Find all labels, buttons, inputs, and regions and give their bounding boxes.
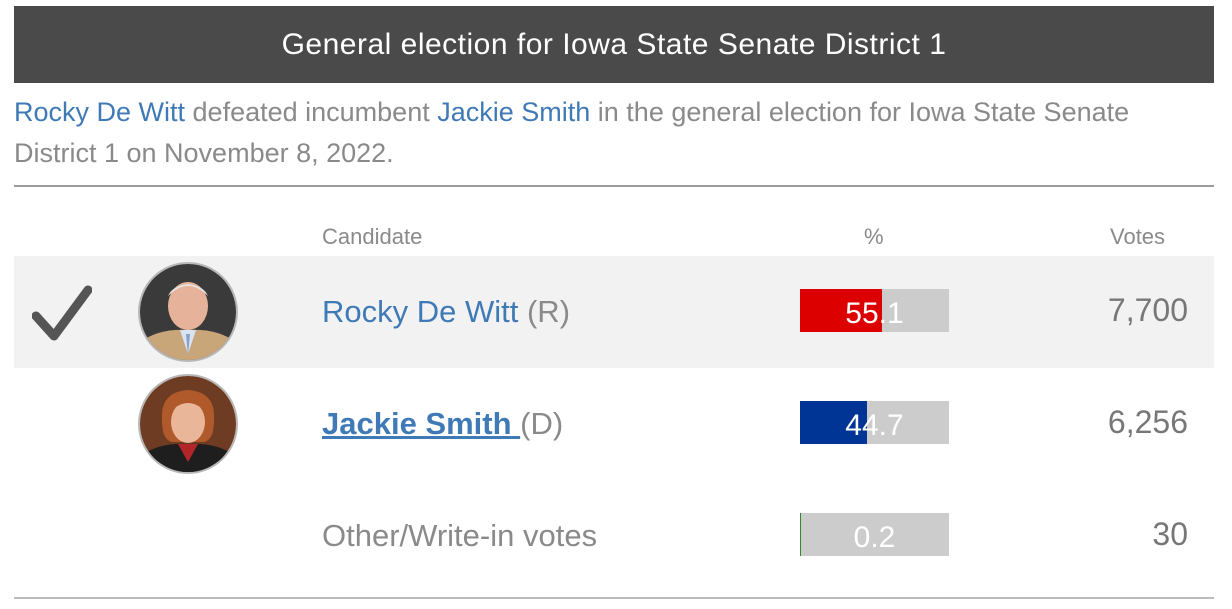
percent-bar: 44.7 xyxy=(800,401,949,444)
winner-link[interactable]: Rocky De Witt xyxy=(14,97,186,127)
candidate-party: (D) xyxy=(520,406,564,441)
election-summary: Rocky De Witt defeated incumbent Jackie … xyxy=(14,92,1204,174)
candidate-name-text[interactable]: Jackie Smith xyxy=(322,406,512,441)
candidate-name[interactable]: Rocky De Witt (R) xyxy=(322,294,570,330)
vote-count: 6,256 xyxy=(1107,404,1188,440)
top-divider xyxy=(14,185,1214,187)
candidate-name-text[interactable]: Rocky De Witt xyxy=(322,294,519,329)
percent-value: 55.1 xyxy=(845,296,904,330)
percent-value: 0.2 xyxy=(853,520,896,554)
candidate-row: Jackie Smith (D) 44.7 6,256 xyxy=(14,368,1214,480)
other-votes-label: Other/Write-in votes xyxy=(322,518,598,553)
candidate-column-header: Candidate xyxy=(322,224,423,249)
percent-column-header: % xyxy=(864,224,884,249)
percent-bar-fill xyxy=(800,289,883,332)
percent-bar: 55.1 xyxy=(800,289,949,332)
election-title: General election for Iowa State Senate D… xyxy=(281,27,947,61)
summary-text-1: defeated incumbent xyxy=(185,97,438,127)
election-title-bar: General election for Iowa State Senate D… xyxy=(14,6,1214,83)
candidate-photo xyxy=(138,374,238,474)
percent-value: 44.7 xyxy=(845,408,904,442)
bottom-divider xyxy=(14,597,1214,599)
checkmark-icon xyxy=(32,285,92,341)
vote-count: 30 xyxy=(1152,516,1188,552)
candidate-party: (R) xyxy=(526,294,571,329)
loser-link[interactable]: Jackie Smith xyxy=(437,97,591,127)
candidate-row-winner: Rocky De Witt (R) 55.1 7,700 xyxy=(14,256,1214,368)
percent-bar: 0.2 xyxy=(800,513,949,556)
summary-text-2: in the general election for Iowa State S… xyxy=(14,97,1130,168)
percent-bar-fill xyxy=(800,513,802,556)
candidate-photo xyxy=(138,262,238,362)
votes-column-header: Votes xyxy=(1110,224,1166,249)
vote-count: 7,700 xyxy=(1107,292,1188,328)
candidate-name[interactable]: Jackie Smith (D) xyxy=(322,406,563,442)
percent-bar-fill xyxy=(800,401,867,444)
other-votes-row: Other/Write-in votes 0.2 30 xyxy=(14,480,1214,592)
